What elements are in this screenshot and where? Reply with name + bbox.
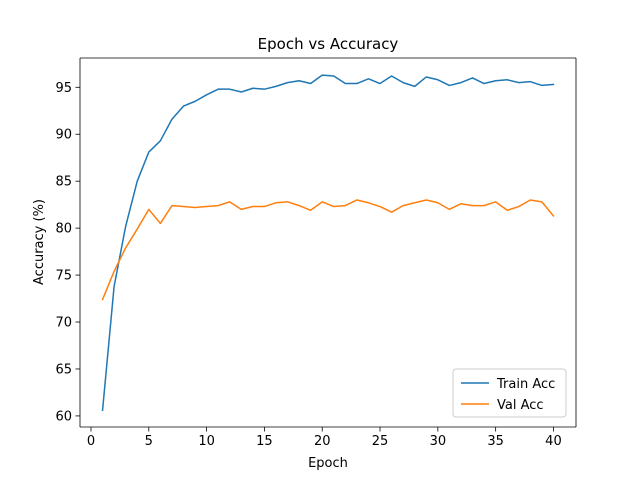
x-tick-label: 15 <box>256 434 273 449</box>
x-tick-label: 40 <box>545 434 562 449</box>
y-tick-label: 60 <box>55 409 72 424</box>
y-tick-label: 80 <box>55 222 72 237</box>
y-tick-label: 95 <box>55 81 72 96</box>
legend-label-0: Train Acc <box>496 377 555 392</box>
x-tick-label: 30 <box>430 434 447 449</box>
x-tick-label: 0 <box>87 434 95 449</box>
y-axis-label: Accuracy (%) <box>32 199 47 285</box>
y-tick-label: 65 <box>55 362 72 377</box>
x-axis-label: Epoch <box>308 456 348 471</box>
x-tick-label: 35 <box>487 434 504 449</box>
plot-area: 0 5 10 15 20 25 30 35 40 60 65 70 75 80 85 90 95 Train Ac… <box>55 57 577 449</box>
x-tick-label: 25 <box>372 434 389 449</box>
y-tick-label: 90 <box>55 128 72 143</box>
legend-label-1: Val Acc <box>497 398 544 413</box>
chart-title: Epoch vs Accuracy <box>258 35 399 53</box>
y-tick-label: 70 <box>55 316 72 331</box>
y-tick-label: 85 <box>55 175 72 190</box>
x-tick-label: 20 <box>314 434 331 449</box>
series-line-0 <box>101 74 555 412</box>
x-tick-label: 10 <box>198 434 215 449</box>
y-tick-label: 75 <box>55 269 72 284</box>
legend-box <box>452 368 567 418</box>
series-line-1 <box>101 199 555 301</box>
x-tick-label: 5 <box>145 434 153 449</box>
